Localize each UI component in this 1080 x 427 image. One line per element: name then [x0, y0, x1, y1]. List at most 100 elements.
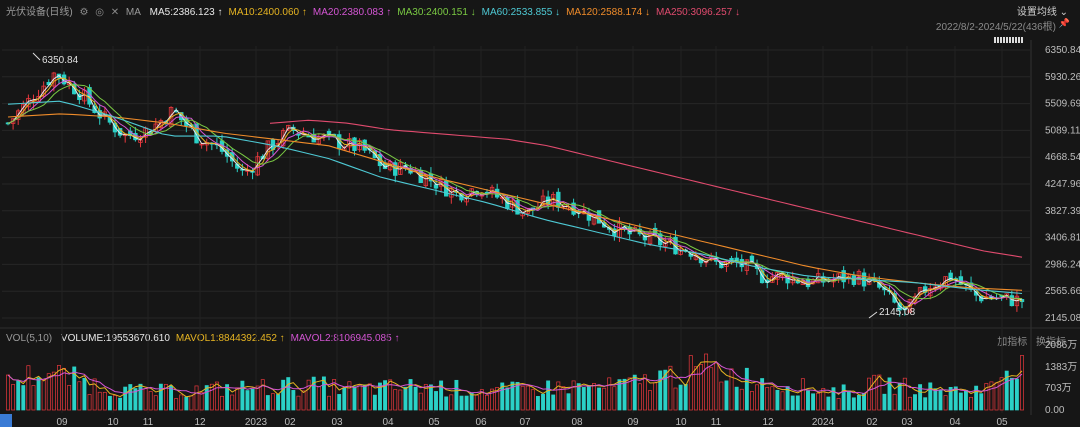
volume-bar	[189, 395, 194, 411]
volume-bar	[403, 386, 408, 411]
volume-bar	[535, 396, 540, 411]
volume-bar	[439, 380, 444, 411]
volume-bar	[556, 381, 561, 411]
ma10-line	[7, 77, 1023, 308]
volume-bar	[398, 389, 403, 411]
volume-bar	[367, 383, 372, 411]
vol-value-2: MAVOL2:8106945.085 ↑	[290, 333, 400, 344]
volume-bar	[693, 366, 698, 411]
volume-bar	[592, 383, 596, 411]
volume-bar	[597, 387, 602, 411]
volume-bar	[928, 382, 933, 411]
volume-bar	[586, 385, 591, 411]
volume-bar	[867, 377, 872, 411]
x-tick-label: 02	[284, 417, 296, 427]
x-tick-label: 09	[627, 417, 639, 427]
x-tick-label: 05	[428, 417, 440, 427]
volume-bar	[138, 383, 143, 411]
volume-bar	[291, 390, 296, 411]
low-marker	[868, 311, 878, 319]
x-tick-label: 11	[711, 417, 722, 427]
high-marker	[32, 52, 41, 61]
x-tick-label: 02	[866, 417, 878, 427]
ma-value-3: MA30:2400.151 ↓	[397, 7, 476, 18]
candle-body	[540, 195, 546, 206]
main-legend: 光伏设备(日线) ⚙ ◎ ✕ MA MA5:2386.123 ↑ MA10:240…	[6, 3, 752, 18]
volume-bar	[892, 393, 897, 411]
volume-bar	[571, 380, 576, 411]
volume-bar	[561, 386, 566, 411]
volume-bar	[897, 382, 902, 411]
scroll-left-marker	[0, 414, 12, 427]
x-tick-label: 10	[107, 417, 119, 427]
volume-bar	[11, 384, 16, 411]
volume-bar	[744, 367, 749, 411]
ma-values: MA5:2386.123 ↑ MA10:2400.060 ↑ MA20:2380.0…	[150, 7, 746, 18]
volume-bar	[856, 395, 861, 411]
volume-bar	[948, 386, 953, 411]
volume-bar	[755, 384, 759, 411]
volume-bar	[1020, 355, 1024, 411]
volume-bar	[913, 394, 917, 411]
volume-bar	[683, 384, 688, 411]
chart-type-icon[interactable]: ◎	[95, 7, 104, 18]
volume-bar	[36, 377, 41, 411]
symbol-title: 光伏设备(日线)	[6, 7, 73, 18]
volume-bar	[97, 391, 102, 411]
volume-bar	[938, 389, 943, 411]
settings-icon[interactable]: ⚙	[79, 7, 89, 18]
volume-bar	[673, 387, 678, 411]
volume-bar	[724, 380, 729, 411]
volume-bar	[225, 384, 230, 411]
ma60-line	[7, 100, 1023, 295]
volume-bar	[851, 397, 856, 411]
volume-bar	[479, 389, 484, 411]
vol-tick-label: 0.00	[1045, 405, 1065, 416]
y-tick-label: 3406.81	[1045, 233, 1080, 244]
volume-bar	[276, 394, 281, 411]
vol-tick-label: 1383万	[1045, 362, 1077, 373]
volume-bar	[831, 387, 836, 411]
volume-bar	[775, 389, 780, 411]
ma-settings-button[interactable]: 设置均线 ⌄	[1016, 7, 1068, 18]
volume-bar	[749, 391, 754, 411]
volume-bar	[872, 374, 877, 411]
y-tick-label: 6350.84	[1045, 45, 1080, 56]
volume-bar	[316, 386, 321, 411]
volume-bar	[770, 386, 775, 411]
volume-bar	[974, 385, 979, 411]
y-tick-label: 4247.96	[1045, 179, 1080, 190]
x-tick-label: 09	[56, 417, 68, 427]
close-icon[interactable]: ✕	[110, 7, 120, 18]
pin-icon[interactable]: 📌	[1058, 18, 1070, 28]
volume-bar	[413, 386, 418, 411]
candle-body	[678, 247, 683, 255]
volume-bar	[388, 379, 393, 411]
volume-bar	[128, 384, 133, 411]
candle-body	[729, 258, 734, 261]
volume-bar	[836, 398, 841, 411]
volume-bar	[811, 393, 816, 411]
y-tick-label: 5089.11	[1045, 125, 1080, 136]
ma-value-6: MA250:3096.257 ↓	[656, 7, 740, 18]
volume-bar	[790, 395, 795, 411]
add-indicator-button[interactable]: 加指标	[997, 337, 1028, 348]
volume-bar	[337, 394, 342, 411]
volume-bar	[428, 384, 433, 411]
vol-tick-label: 703万	[1045, 383, 1072, 394]
price-swatch	[994, 37, 1024, 43]
volume-bar	[984, 383, 989, 411]
volume-bar	[92, 378, 97, 411]
switch-indicator-button[interactable]: 换指标	[1036, 337, 1066, 348]
volume-bar	[153, 395, 158, 411]
x-tick-label: 05	[996, 417, 1008, 427]
volume-bar	[423, 384, 428, 411]
candle-body	[703, 260, 709, 264]
volume-bar	[719, 381, 724, 411]
volume-bar	[622, 378, 627, 411]
volume-bar	[449, 394, 454, 411]
volume-bar	[729, 368, 734, 411]
vol-value-1: MAVOL1:8844392.452 ↑	[175, 333, 285, 344]
y-tick-label: 2565.66	[1045, 286, 1080, 297]
